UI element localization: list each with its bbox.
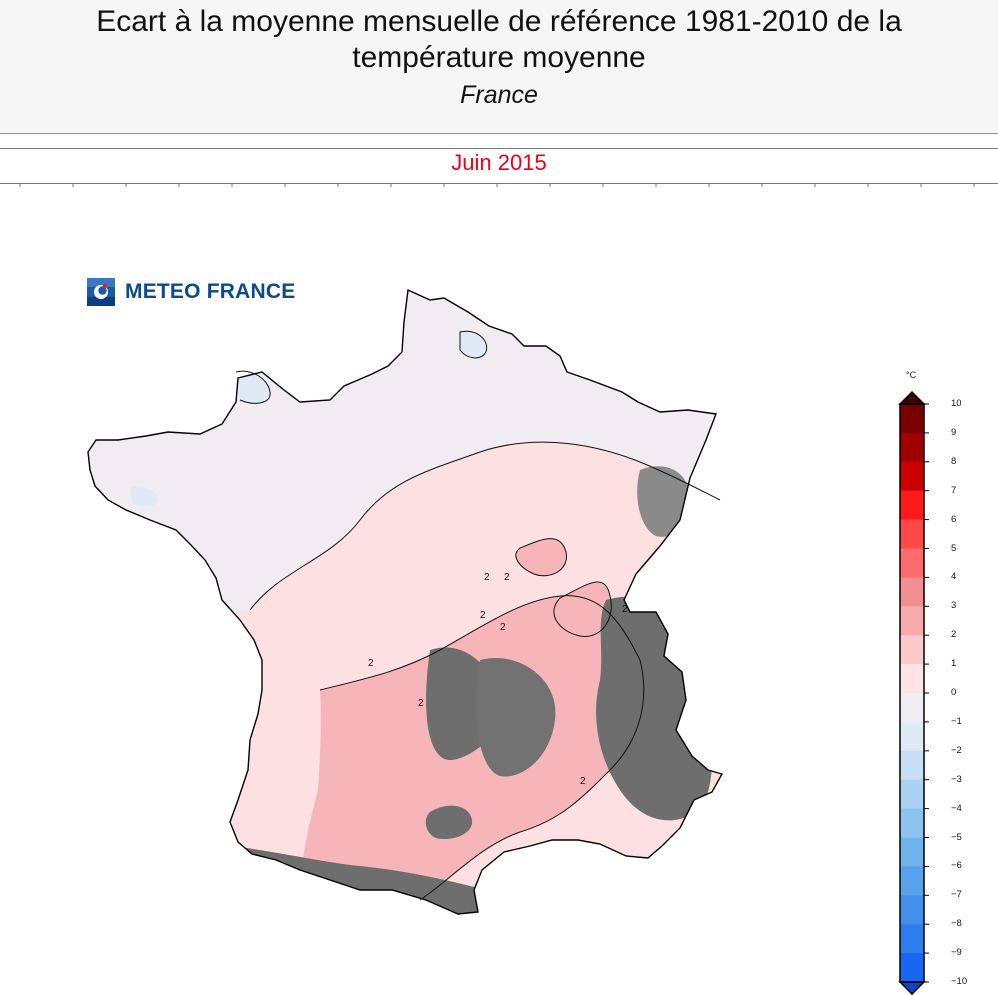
legend-tick-label: −10 bbox=[951, 976, 968, 987]
relief-massif-central-east bbox=[476, 658, 556, 777]
contour-label: 2 bbox=[368, 658, 374, 669]
meteo-france-logo: METEO FRANCE bbox=[87, 278, 295, 306]
france-outline bbox=[87, 288, 724, 915]
frame-ticks bbox=[19, 184, 975, 187]
contour-label: 2 bbox=[622, 604, 628, 615]
legend-band bbox=[900, 577, 924, 607]
legend-tick-label: 6 bbox=[951, 513, 957, 525]
legend-tick-label: −9 bbox=[951, 947, 962, 959]
legend-tick-label: 1 bbox=[951, 658, 957, 670]
legend-band bbox=[900, 895, 924, 925]
legend-band bbox=[900, 635, 924, 665]
contour-label: 2 bbox=[580, 776, 586, 787]
legend-unit: °C bbox=[906, 370, 917, 380]
legend-band bbox=[900, 866, 924, 896]
contour-label: 2 bbox=[500, 622, 506, 633]
contour-line-0-nord bbox=[459, 330, 488, 359]
anomaly-zone-2-3-north bbox=[515, 538, 567, 576]
contour-line-1 bbox=[249, 441, 721, 611]
logo-text: METEO FRANCE bbox=[125, 280, 296, 303]
legend-tick-label: 5 bbox=[951, 542, 957, 554]
legend-tick-label: −6 bbox=[951, 860, 962, 872]
contour-line-2-east bbox=[553, 581, 612, 637]
contour-line-0-cotentin bbox=[235, 370, 271, 404]
legend-tick-label: −2 bbox=[951, 744, 962, 756]
legend-band bbox=[900, 837, 924, 867]
legend-overflow-high-triangle bbox=[898, 390, 926, 405]
legend-band bbox=[900, 490, 924, 521]
legend-band bbox=[900, 808, 924, 838]
legend-tick-label: 4 bbox=[951, 571, 957, 583]
legend-band bbox=[900, 548, 924, 578]
anomaly-zone-neg-cotentin bbox=[236, 371, 271, 404]
legend-tick-marks bbox=[924, 403, 929, 983]
legend-tick-label: 9 bbox=[951, 426, 957, 438]
contour-line-2 bbox=[319, 595, 645, 901]
title-line-2: température moyenne bbox=[352, 41, 646, 74]
legend-tick-label: 7 bbox=[951, 484, 957, 496]
legend-tick-label: −5 bbox=[951, 831, 962, 843]
legend-band bbox=[900, 953, 924, 983]
header-band bbox=[0, 0, 998, 134]
anomaly-zone-neg-nord bbox=[460, 331, 487, 358]
anomaly-zone-neg-bretagne bbox=[130, 486, 158, 507]
legend-tick-label: −4 bbox=[951, 802, 962, 814]
legend-band bbox=[900, 779, 924, 810]
title-line-1: Ecart à la moyenne mensuelle de référenc… bbox=[96, 5, 902, 38]
region-subtitle: France bbox=[460, 81, 538, 109]
legend-overflow-low-triangle bbox=[898, 981, 926, 995]
legend-tick-label: −8 bbox=[951, 918, 962, 930]
legend-band bbox=[900, 664, 924, 694]
legend-band bbox=[900, 924, 924, 954]
legend-band bbox=[900, 432, 924, 463]
meteo-france-emblem-icon bbox=[87, 278, 115, 306]
legend-band bbox=[900, 693, 924, 723]
legend-tick-label: 3 bbox=[951, 600, 957, 612]
period-rule-bottom bbox=[0, 183, 998, 184]
color-legend bbox=[898, 390, 929, 995]
legend-band bbox=[900, 750, 924, 781]
contour-label: 2 bbox=[504, 572, 510, 583]
legend-tick-label: 8 bbox=[951, 455, 957, 467]
period-label: Juin 2015 bbox=[451, 150, 547, 175]
legend-band bbox=[900, 461, 924, 492]
period-rule-top bbox=[0, 148, 998, 149]
legend-tick-label: 0 bbox=[951, 687, 957, 698]
legend-band bbox=[900, 721, 924, 752]
legend-tick-label: 10 bbox=[951, 398, 962, 409]
contour-label: 2 bbox=[484, 572, 490, 583]
legend-color-bands bbox=[900, 404, 924, 983]
legend-band bbox=[900, 404, 924, 434]
legend-band bbox=[900, 519, 924, 549]
france-anomaly-map: 2 2 2 2 2 2 2 2 bbox=[87, 288, 724, 915]
legend-tick-label: −7 bbox=[951, 889, 962, 901]
relief-vosges bbox=[637, 466, 690, 537]
legend-tick-label: 2 bbox=[951, 629, 957, 641]
legend-tick-label: −1 bbox=[951, 715, 962, 727]
legend-tick-label: −3 bbox=[951, 773, 962, 785]
legend-band bbox=[900, 606, 924, 636]
contour-label: 2 bbox=[418, 698, 424, 709]
relief-cevennes bbox=[425, 805, 473, 840]
contour-line-2-north bbox=[515, 538, 567, 577]
contour-label: 2 bbox=[480, 610, 486, 621]
